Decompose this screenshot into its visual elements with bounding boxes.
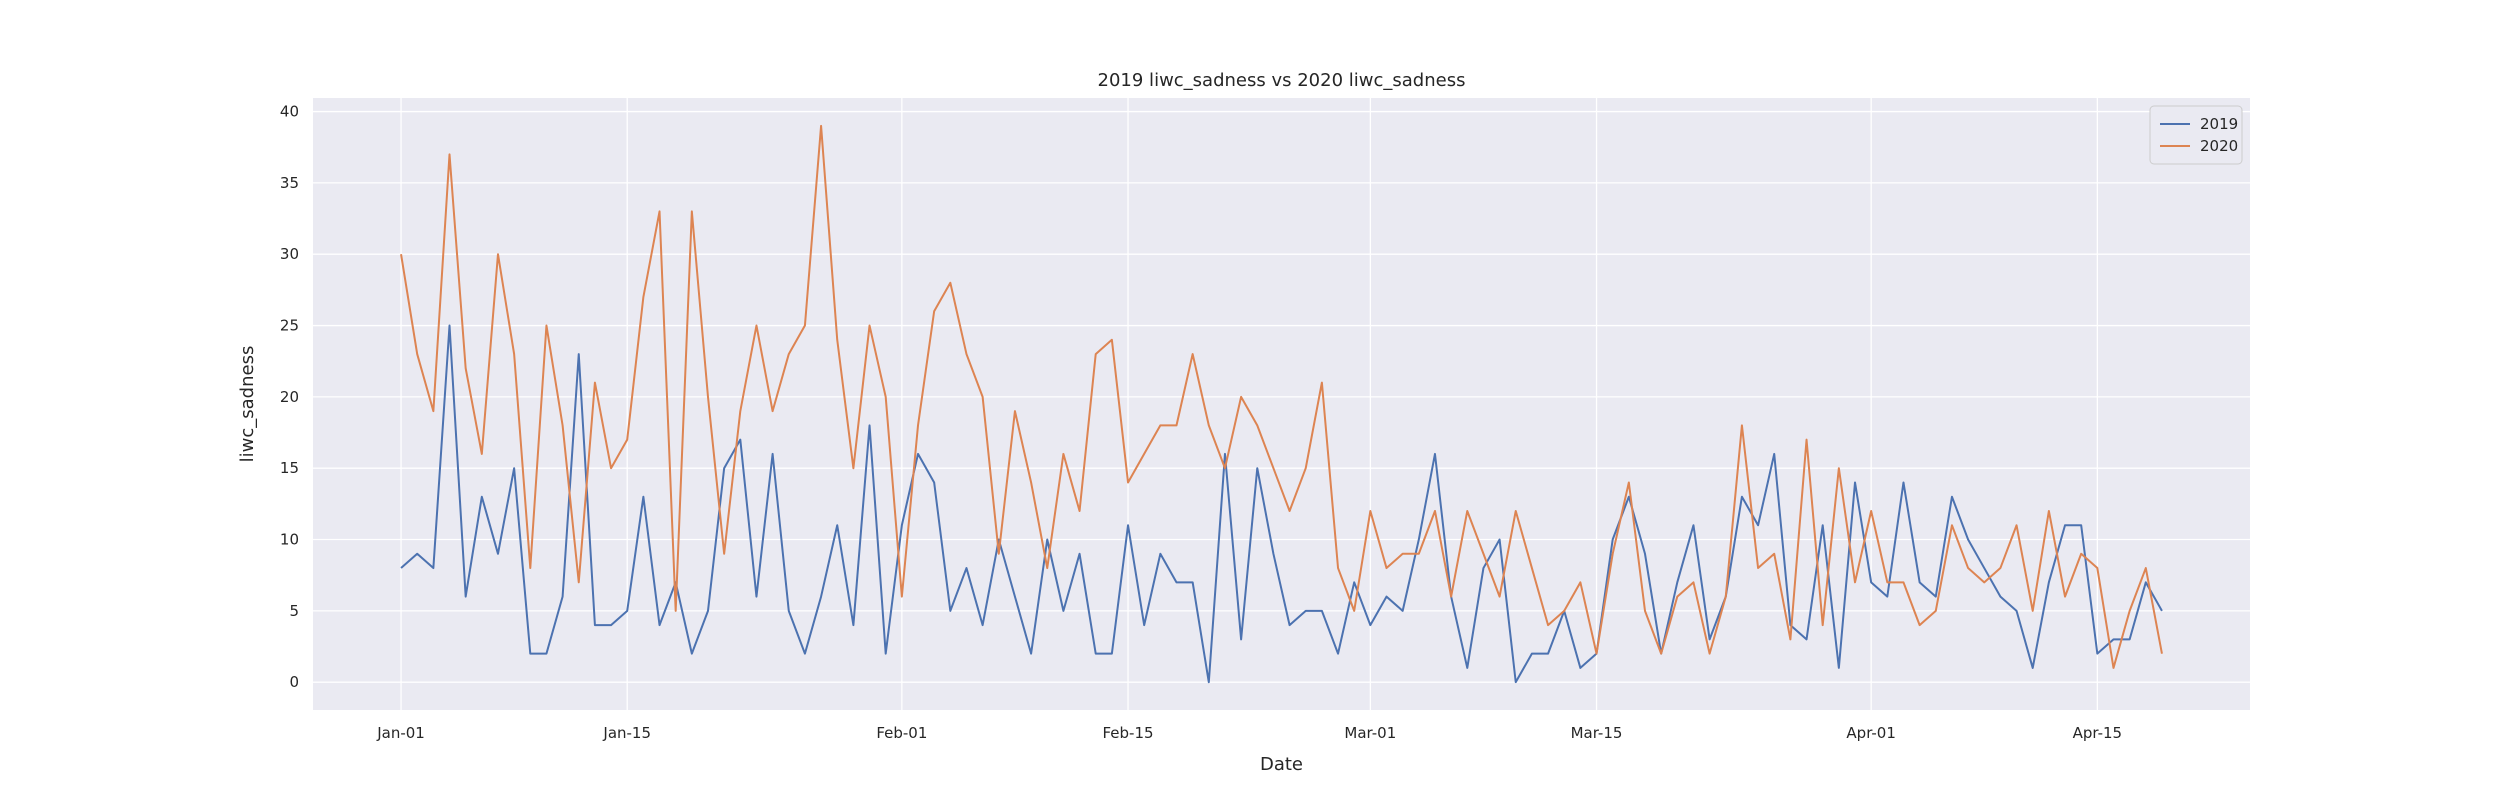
x-tick-label: Mar-15 xyxy=(1571,724,1623,742)
x-axis-title: Date xyxy=(1260,754,1303,775)
y-tick-label: 40 xyxy=(280,103,299,121)
grid xyxy=(313,98,2250,710)
plot-background xyxy=(313,98,2250,710)
y-tick-label: 5 xyxy=(289,602,299,620)
y-tick-label: 30 xyxy=(280,245,299,263)
legend: 2019 2020 xyxy=(2149,105,2243,165)
series-lines xyxy=(400,124,2163,684)
y-axis-title: liwc_sadness xyxy=(237,346,258,463)
y-axis: 0 5 10 15 20 25 30 35 40 xyxy=(280,103,299,692)
x-axis: Jan-01 Jan-15 Feb-01 Feb-15 Mar-01 Mar-15 Apr-… xyxy=(376,724,2122,742)
y-tick-label: 35 xyxy=(280,174,299,192)
legend-label: 2020 xyxy=(2200,137,2238,155)
y-tick-label: 25 xyxy=(280,317,299,335)
x-tick-label: Mar-01 xyxy=(1344,724,1396,742)
x-tick-label: Feb-01 xyxy=(876,724,927,742)
series-line-2020 xyxy=(400,124,2163,669)
y-tick-label: 0 xyxy=(289,673,299,691)
x-tick-label: Jan-15 xyxy=(602,724,651,742)
y-tick-label: 15 xyxy=(280,459,299,477)
legend-box xyxy=(2149,105,2243,165)
x-tick-label: Jan-01 xyxy=(376,724,425,742)
series-line-2019 xyxy=(400,324,2163,684)
y-tick-label: 20 xyxy=(280,388,299,406)
chart-title: 2019 liwc_sadness vs 2020 liwc_sadness xyxy=(1098,70,1466,91)
x-tick-label: Apr-15 xyxy=(2073,724,2123,742)
y-tick-label: 10 xyxy=(280,531,299,549)
legend-label: 2019 xyxy=(2200,115,2238,133)
x-tick-label: Feb-15 xyxy=(1102,724,1153,742)
x-tick-label: Apr-01 xyxy=(1846,724,1896,742)
